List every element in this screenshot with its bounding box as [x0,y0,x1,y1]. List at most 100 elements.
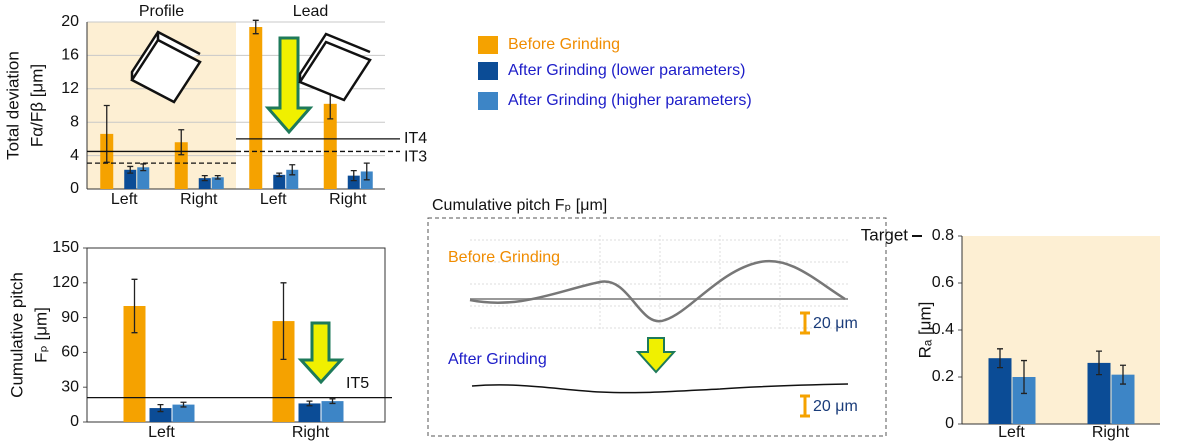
bar [137,167,150,189]
error-bar [103,104,110,163]
error-bar [289,164,296,176]
error-bar [1120,364,1126,385]
gear-icon [130,30,202,104]
before-curve [469,259,846,323]
error-bar [131,278,138,334]
panel-title: Cumulative pitch Fₚ [μm] [432,197,607,214]
y-tick-label: 0 [70,413,79,430]
error-bar [1096,350,1102,376]
error-bar [140,163,147,172]
y-tick-label: 90 [61,309,79,326]
overlay-layer: IT4 IT3 IT5 [87,19,1126,413]
y-tick-label: 0.6 [932,274,954,291]
bar [198,178,211,189]
error-bar [276,172,283,178]
bar [347,175,360,189]
y-axis-label: Fₚ [μm] [31,307,50,363]
legend-swatch [478,36,498,54]
y-tick-label: 16 [61,47,79,64]
error-bar [280,282,287,361]
x-tick-label: Left [111,191,138,208]
error-bar [127,165,134,174]
y-tick-label: 4 [70,147,79,164]
error-bar [201,174,208,182]
y-axis-label: Total deviation [3,51,22,160]
error-bar [157,403,164,413]
x-tick-label: Right [1092,424,1130,441]
bar [1111,374,1135,424]
y-tick-label: 0.2 [932,368,954,385]
y-tick-label: 0 [70,180,79,197]
bar [298,403,321,422]
bar [323,103,337,189]
error-bar [214,174,221,180]
legend-swatch [478,62,498,80]
y-axis-label: Rₐ [μm] [915,302,934,359]
x-tick-label: Left [148,424,175,441]
error-bar [306,400,313,407]
y-tick-label: 120 [52,274,79,291]
bar [272,321,295,422]
bar [249,27,263,190]
bar [124,169,137,189]
legend-label: Before Grinding [508,36,620,53]
target-label: Target [861,225,909,244]
error-bar [329,398,336,405]
bar [211,177,224,189]
reference-label: IT4 [404,130,427,147]
gear-icon [298,32,372,102]
x-tick-label: Right [292,424,330,441]
error-bar [997,348,1003,369]
y-tick-label: 0.8 [932,227,954,244]
y-tick-label: 12 [61,80,79,97]
scale-bars [800,311,810,418]
x-tick-label: Right [180,191,218,208]
y-tick-label: 20 [61,13,79,30]
bar [321,401,344,422]
reference-label: IT3 [404,149,427,166]
y-tick-label: 150 [52,239,79,256]
before-label: Before Grinding [448,249,560,266]
error-bar [363,162,370,181]
legend-label: After Grinding (higher parameters) [508,92,752,109]
legend-swatch [478,92,498,110]
legend-label: After Grinding (lower parameters) [508,62,745,79]
y-tick-label: 0 [945,415,954,432]
bar [1087,362,1111,424]
y-tick-label: 30 [61,378,79,395]
bar [123,306,146,422]
error-bar [350,169,357,182]
bar [174,142,188,189]
bar [149,408,172,422]
x-tick-label: Right [329,191,367,208]
x-tick-label: Left [260,191,287,208]
y-tick-label: 8 [70,113,79,130]
bar [273,174,286,189]
reference-label: IT5 [346,375,369,392]
scale-label: 20 μm [813,398,858,415]
arrow [635,337,677,374]
error-bar [1021,359,1027,395]
panel-frame [427,217,887,437]
bar [172,404,195,422]
error-bar [252,19,259,35]
bar [988,358,1012,424]
error-bar [180,401,187,408]
panel-grid [470,235,850,330]
group-label: Profile [139,3,184,20]
y-tick-label: 60 [61,344,79,361]
x-tick-label: Left [998,424,1025,441]
error-bar [178,129,185,156]
scale-label: 20 μm [813,315,858,332]
y-tick-label: 0.4 [932,321,954,338]
y-axis-label: Fα/Fβ [μm] [27,64,46,147]
after-curve [471,383,849,394]
arrow [297,321,345,385]
y-axis-label: Cumulative pitch [7,272,26,398]
bar [1012,377,1036,424]
group-label: Lead [293,3,329,20]
after-label: After Grinding [448,351,547,368]
base-layer: Profile Lead 0 4 8 12 16 20 Total deviation Fα/Fβ… [3,3,1160,441]
arrow [264,36,314,135]
